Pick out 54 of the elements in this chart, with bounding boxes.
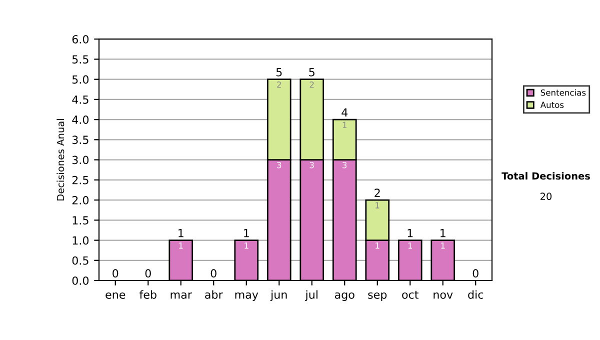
y-tick-label: 0.0: [72, 276, 89, 285]
total-label: 0: [112, 269, 118, 278]
legend-label: Sentencias: [540, 89, 586, 96]
y-tick-label: 5.0: [72, 75, 89, 84]
y-tick-label: 1.0: [72, 236, 89, 245]
data-label: 3: [342, 162, 347, 168]
legend-label: Autos: [540, 102, 564, 108]
data-label: 1: [441, 242, 445, 249]
data-label: 3: [277, 162, 282, 168]
y-tick-label: 2.0: [72, 196, 89, 204]
x-tick-label: nov: [434, 292, 453, 299]
total-label: 1: [440, 229, 446, 238]
data-label: 1: [179, 242, 183, 249]
data-label: 1: [244, 242, 248, 249]
y-tick-label: 4.0: [72, 116, 89, 124]
y-tick-label: 3.0: [72, 156, 89, 164]
x-tick-label: mar: [170, 292, 192, 299]
total-label: 1: [244, 229, 249, 238]
data-label: 1: [376, 202, 380, 208]
y-tick-label: 3.5: [72, 136, 88, 144]
text: 20: [540, 192, 552, 200]
total-label: 5: [309, 68, 314, 76]
x-tick-label: abr: [205, 290, 223, 299]
x-tick-label: dic: [468, 290, 484, 299]
total-label: 0: [210, 269, 216, 278]
x-tick-label: oct: [402, 290, 418, 299]
data-label: 1: [376, 242, 380, 249]
total-label: 1: [408, 229, 413, 238]
data-label: 1: [342, 122, 347, 128]
x-tick-label: jun: [270, 290, 287, 301]
x-tick-label: ago: [334, 292, 354, 301]
y-tick-label: 4.5: [72, 96, 88, 104]
y-tick-label: 0.5: [72, 256, 88, 265]
total-label: 5: [276, 68, 282, 76]
x-tick-label: ene: [106, 292, 126, 299]
data-label: 3: [310, 162, 314, 168]
x-tick-label: feb: [139, 290, 156, 299]
x-tick-label: may: [235, 292, 258, 301]
data-label: 2: [310, 81, 314, 88]
total-label: 1: [178, 229, 184, 238]
total-label: 4: [342, 108, 348, 116]
total-label: 0: [145, 269, 151, 278]
text: Total Decisiones: [502, 172, 590, 180]
y-axis-title: Decisiones Anual: [56, 119, 64, 200]
total-label: 2: [374, 188, 380, 197]
y-tick-label: 1.5: [72, 216, 88, 225]
total-label: 0: [472, 269, 478, 278]
x-tick-label: sep: [368, 292, 387, 301]
y-tick-label: 5.5: [72, 55, 88, 64]
data-label: 1: [408, 242, 412, 249]
y-tick-label: 2.5: [72, 176, 88, 184]
x-tick-label: jul: [305, 290, 318, 301]
data-label: 2: [277, 81, 281, 88]
y-tick-label: 6.0: [72, 35, 89, 44]
